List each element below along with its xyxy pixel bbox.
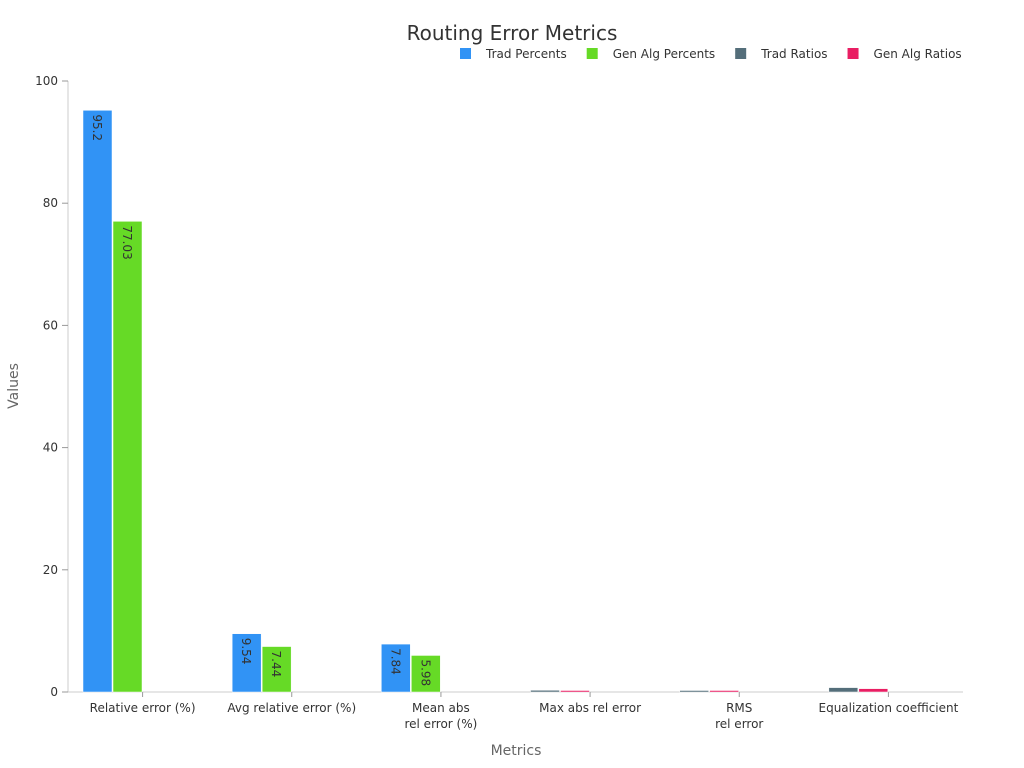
- legend-swatch: [847, 48, 859, 59]
- x-axis: Relative error (%) Avg relative error (%)…: [68, 691, 963, 731]
- x-tick-label: RMS rel error: [715, 701, 763, 731]
- bar: [82, 110, 113, 693]
- chart-title: Routing Error Metrics: [407, 21, 618, 45]
- bar: [112, 221, 143, 693]
- x-tick-label: Mean abs rel error (%): [404, 701, 477, 731]
- y-tick-label: 100: [35, 74, 58, 88]
- legend-swatch: [460, 48, 471, 59]
- y-tick-label: 80: [43, 196, 58, 210]
- x-tick-label: Max abs rel error: [539, 701, 641, 715]
- bar: [231, 633, 262, 693]
- legend-swatch: [735, 48, 747, 59]
- bar: [530, 690, 560, 693]
- data-label: 7.84: [388, 648, 402, 675]
- data-label: 95.2: [90, 114, 104, 141]
- legend-swatch: [586, 48, 598, 59]
- legend-label: Trad Ratios: [760, 47, 827, 61]
- y-axis: 0 20 40 60 80 100: [35, 74, 69, 699]
- bar: [858, 688, 889, 693]
- x-tick-label: Equalization coefficient: [819, 701, 959, 715]
- y-axis-title: Values: [6, 363, 22, 409]
- legend-label: Trad Percents: [485, 47, 567, 61]
- bar: [411, 655, 441, 693]
- bar-labels: 95.2 77.03 9.54 7.44 7.84 5.98: [90, 114, 432, 686]
- bar: [381, 643, 411, 693]
- data-label: 5.98: [418, 659, 432, 686]
- bars: [82, 110, 889, 693]
- x-axis-title: Metrics: [491, 743, 542, 759]
- legend: Trad Percents Gen Alg Percents Trad Ratios…: [460, 47, 962, 61]
- legend-label: Gen Alg Ratios: [874, 47, 962, 61]
- data-label: 7.44: [269, 651, 283, 678]
- data-label: 77.03: [120, 225, 134, 259]
- x-tick-label: Relative error (%): [90, 701, 196, 715]
- data-label: 9.54: [239, 638, 253, 665]
- x-tick-label: Avg relative error (%): [227, 701, 356, 715]
- y-tick-label: 60: [43, 318, 58, 332]
- bar: [261, 646, 292, 693]
- legend-label: Gen Alg Percents: [613, 47, 715, 61]
- bar: [828, 687, 859, 693]
- y-tick-label: 20: [43, 563, 58, 577]
- bar: [560, 690, 590, 693]
- bar: [709, 690, 739, 693]
- y-tick-label: 0: [50, 685, 58, 699]
- y-tick-label: 40: [43, 441, 58, 455]
- bar: [679, 690, 709, 693]
